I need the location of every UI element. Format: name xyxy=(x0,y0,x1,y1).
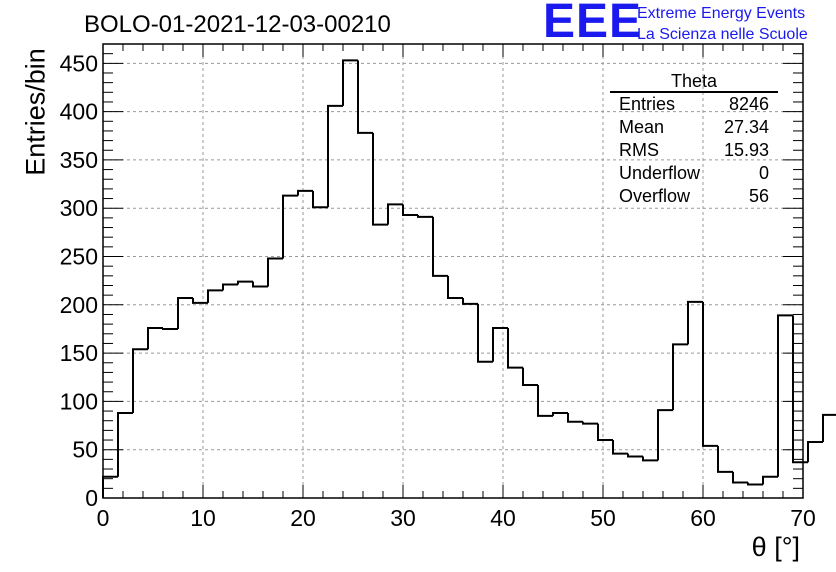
eee-logo: EEE xyxy=(543,0,643,48)
histogram-bin xyxy=(762,475,778,485)
histogram-bin xyxy=(777,314,793,477)
histogram-bin xyxy=(627,453,643,458)
stat-label: Mean xyxy=(619,117,665,137)
histogram-bin xyxy=(822,413,836,442)
histogram-bin xyxy=(657,409,673,461)
histogram-bin xyxy=(402,204,418,216)
stat-label: Underflow xyxy=(619,163,701,183)
histogram-bin xyxy=(507,327,523,369)
stat-value: 8246 xyxy=(728,94,769,114)
stat-value: 0 xyxy=(758,163,769,183)
y-tick-label: 0 xyxy=(85,485,98,511)
histogram-bin xyxy=(267,257,283,287)
histogram-bin xyxy=(447,275,463,300)
histogram-bin xyxy=(252,281,268,288)
histogram-bin xyxy=(342,59,358,106)
chart-title: BOLO-01-2021-12-03-00210 xyxy=(84,11,391,38)
histogram-bin xyxy=(672,343,688,411)
stats-title: Theta xyxy=(610,71,778,93)
histogram-bin xyxy=(192,298,208,304)
stat-label: Entries xyxy=(619,94,676,114)
x-tick-label: 70 xyxy=(790,505,816,531)
histogram-bin xyxy=(387,203,403,225)
histogram-bin xyxy=(687,300,703,345)
histogram-bin xyxy=(312,190,328,209)
histogram-bin xyxy=(522,367,538,386)
histogram-bin xyxy=(237,280,253,285)
x-tick-label: 0 xyxy=(97,505,110,531)
histogram-bin xyxy=(432,216,448,277)
stat-row-overflow: Overflow 56 xyxy=(610,185,778,208)
stat-row-entries: Entries 8246 xyxy=(610,93,778,116)
histogram-bin xyxy=(567,412,583,423)
histogram-bin xyxy=(642,456,658,462)
stat-label: RMS xyxy=(619,140,659,160)
histogram-bin xyxy=(612,440,628,455)
y-tick-label: 100 xyxy=(60,388,98,414)
stat-label: Overflow xyxy=(619,186,691,206)
histogram-bin xyxy=(357,60,373,134)
histogram-bin xyxy=(597,423,613,442)
x-tick-label: 50 xyxy=(590,505,616,531)
tick-labels: 0 10 20 30 40 50 60 70 0 50 100 150 200 250 300 350 400 4… xyxy=(60,50,816,531)
y-tick-label: 150 xyxy=(60,340,98,366)
stat-value: 27.34 xyxy=(723,117,769,137)
axis-ticks xyxy=(102,43,804,499)
histogram-bin xyxy=(207,289,223,303)
histogram-bin xyxy=(747,482,763,486)
y-tick-label: 350 xyxy=(60,147,98,173)
histogram-bin xyxy=(297,189,313,196)
histogram-bin xyxy=(132,348,148,413)
x-tick-label: 20 xyxy=(290,505,316,531)
stats-box: Theta Entries 8246 Mean 27.34 RMS 15.93 … xyxy=(610,71,778,208)
histogram-bin xyxy=(537,384,553,417)
histogram-bin xyxy=(552,411,568,416)
histogram-bin xyxy=(117,411,133,477)
histogram-bin xyxy=(702,301,718,447)
y-tick-label: 50 xyxy=(72,437,98,463)
histogram-bin xyxy=(462,298,478,305)
y-tick-label: 250 xyxy=(60,244,98,270)
histogram-bin xyxy=(327,104,343,208)
histogram-bin xyxy=(282,194,298,259)
x-tick-label: 30 xyxy=(390,505,416,531)
stat-row-mean: Mean 27.34 xyxy=(610,116,778,139)
histogram-bin xyxy=(222,283,238,291)
x-tick-label: 10 xyxy=(190,505,216,531)
y-tick-label: 200 xyxy=(60,292,98,318)
plot-frame xyxy=(102,43,804,499)
y-tick-label: 300 xyxy=(60,195,98,221)
histogram-bin xyxy=(582,421,598,425)
histogram-bin xyxy=(417,214,433,218)
logo-subtitle-line2: La Scienza nelle Scuole xyxy=(637,26,808,43)
histogram-bin xyxy=(807,440,823,463)
y-tick-label: 450 xyxy=(60,50,98,76)
stat-value: 56 xyxy=(748,186,769,206)
histogram-bin xyxy=(372,132,388,226)
histogram-bin xyxy=(147,326,163,350)
x-tick-label: 60 xyxy=(690,505,716,531)
stat-row-underflow: Underflow 0 xyxy=(610,162,778,185)
histogram-bin xyxy=(732,471,748,484)
histogram-bin xyxy=(162,327,178,330)
stat-value: 15.93 xyxy=(723,140,769,160)
grid xyxy=(103,44,803,498)
stat-row-rms: RMS 15.93 xyxy=(610,139,778,162)
histogram-bin xyxy=(102,475,118,498)
histogram-bin xyxy=(492,326,508,362)
histogram-bin xyxy=(477,303,493,363)
logo-subtitle-line1: Extreme Energy Events xyxy=(637,5,806,22)
x-tick-label: 40 xyxy=(490,505,516,531)
histogram-bin xyxy=(717,445,733,473)
x-axis-label: θ [°] xyxy=(751,532,800,562)
histogram-bin xyxy=(177,297,193,329)
y-tick-label: 400 xyxy=(60,99,98,125)
